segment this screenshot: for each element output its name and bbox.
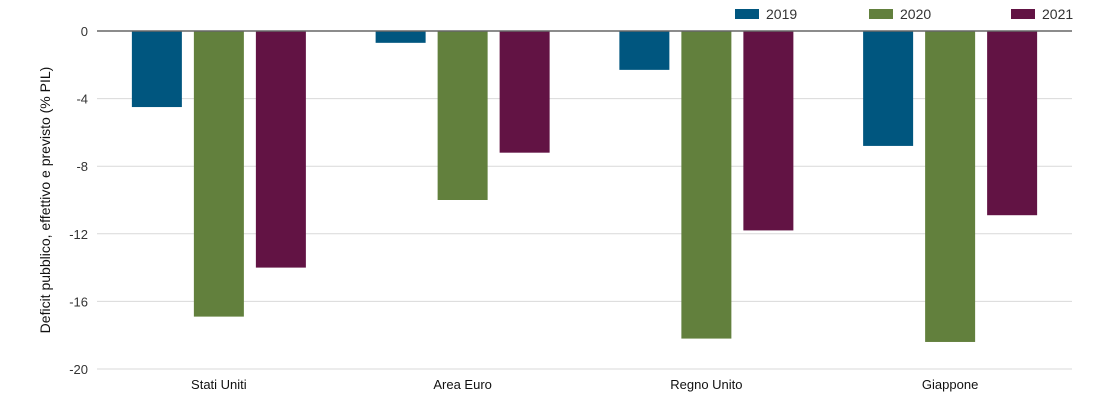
legend-swatch xyxy=(1011,9,1035,19)
legend-label: 2021 xyxy=(1042,6,1073,22)
x-category-label: Area Euro xyxy=(433,377,492,392)
x-axis-categories: Stati Uniti Area Euro Regno Unito Giappone xyxy=(191,377,978,392)
bar-2021-stati-uniti xyxy=(255,31,306,268)
y-tick-label: -16 xyxy=(69,294,88,309)
bar-2020-regno-unito xyxy=(681,31,732,339)
x-category-label: Stati Uniti xyxy=(191,377,247,392)
y-tick-label: 0 xyxy=(81,24,88,39)
legend-swatch xyxy=(869,9,893,19)
legend-item-2020: 2020 xyxy=(869,6,931,22)
y-axis-ticks: 0 -4 -8 -12 -16 -20 xyxy=(69,24,88,377)
legend-item-2021: 2021 xyxy=(1011,6,1073,22)
y-tick-label: -8 xyxy=(76,159,88,174)
bars xyxy=(131,31,1038,342)
bar-2021-giappone xyxy=(987,31,1038,216)
y-tick-label: -20 xyxy=(69,362,88,377)
y-tick-label: -4 xyxy=(76,92,88,107)
bar-2021-regno-unito xyxy=(743,31,794,231)
bar-2021-area-euro xyxy=(499,31,550,153)
bar-2019-area-euro xyxy=(375,31,426,43)
legend-swatch xyxy=(735,9,759,19)
y-axis-label: Deficit pubblico, effettivo e previsto (… xyxy=(37,67,53,334)
legend: 2019 2020 2021 xyxy=(735,6,1073,22)
legend-item-2019: 2019 xyxy=(735,6,797,22)
y-tick-label: -12 xyxy=(69,227,88,242)
x-category-label: Regno Unito xyxy=(670,377,742,392)
bar-2019-regno-unito xyxy=(619,31,670,70)
bar-2019-giappone xyxy=(863,31,914,146)
legend-label: 2019 xyxy=(766,6,797,22)
bar-2020-stati-uniti xyxy=(193,31,244,317)
bar-2020-area-euro xyxy=(437,31,488,200)
bar-2020-giappone xyxy=(925,31,976,342)
x-category-label: Giappone xyxy=(922,377,978,392)
legend-label: 2020 xyxy=(900,6,931,22)
bar-2019-stati-uniti xyxy=(131,31,182,108)
